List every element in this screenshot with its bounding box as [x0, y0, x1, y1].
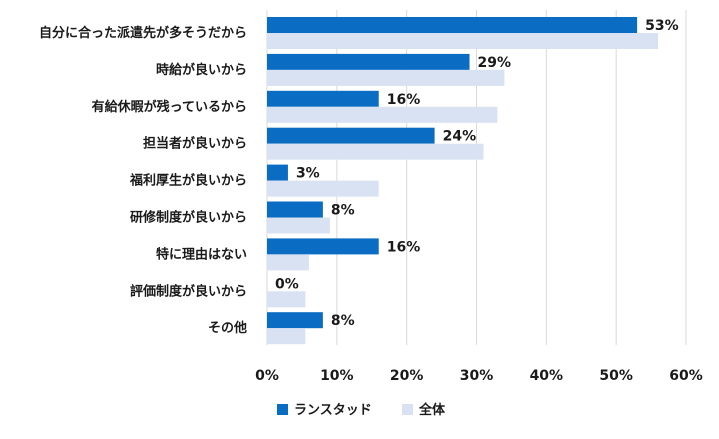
x-tick-label: 0%	[255, 368, 279, 384]
bar-randstad	[267, 164, 288, 181]
data-label: 53%	[645, 18, 679, 34]
legend-swatch-randstad	[277, 404, 288, 415]
category-label: 特に理由はない	[156, 246, 247, 262]
bar-randstad	[267, 17, 638, 33]
data-label: 3%	[296, 166, 320, 182]
bar-overall	[267, 106, 498, 123]
data-label: 8%	[331, 313, 355, 329]
bar-overall	[267, 328, 306, 345]
legend-swatch-overall	[402, 404, 413, 415]
bar-randstad	[267, 238, 379, 255]
bar-overall	[267, 254, 309, 271]
category-label: 担当者が良いから	[143, 136, 247, 152]
x-tick-label: 50%	[599, 368, 633, 384]
data-label: 16%	[387, 239, 421, 255]
legend-label-overall: 全体	[418, 402, 446, 418]
x-tick-label: 40%	[530, 368, 564, 384]
bar-randstad	[267, 312, 323, 329]
category-label: その他	[208, 320, 247, 336]
bar-overall	[267, 180, 379, 197]
bar-overall	[267, 69, 505, 86]
bar-overall	[267, 291, 306, 308]
category-label: 評価制度が良いから	[130, 283, 247, 299]
bar-randstad	[267, 127, 435, 144]
data-label: 16%	[387, 92, 421, 108]
category-label: 有給休暇が残っているから	[92, 99, 247, 115]
bar-randstad	[267, 53, 470, 70]
bar-overall	[267, 217, 330, 234]
x-tick-label: 10%	[320, 368, 354, 384]
bar-randstad	[267, 201, 323, 218]
legend-label-randstad: ランスタッド	[294, 403, 372, 418]
category-label: 福利厚生が良いから	[129, 173, 247, 189]
data-label: 29%	[478, 55, 512, 71]
x-tick-label: 60%	[669, 368, 703, 384]
x-tick-label: 30%	[460, 368, 494, 384]
bar-randstad	[267, 90, 379, 107]
category-label: 自分に合った派遣先が多そうだから	[39, 25, 247, 41]
data-label: 8%	[331, 203, 355, 219]
bar-overall	[267, 143, 484, 160]
data-label: 24%	[443, 129, 477, 145]
x-tick-label: 20%	[390, 368, 424, 384]
data-label: 0%	[275, 276, 299, 292]
category-label: 時給が良いから	[156, 62, 247, 78]
bar-overall	[267, 33, 659, 49]
category-label: 研修制度が良いから	[130, 210, 247, 226]
